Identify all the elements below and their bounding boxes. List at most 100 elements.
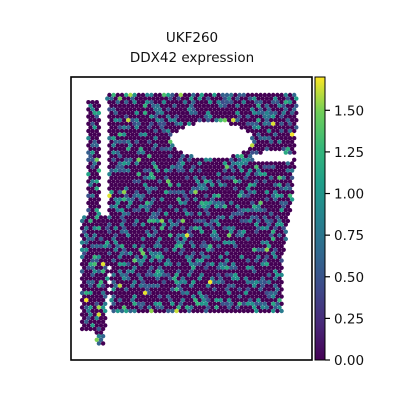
- spot-point: [86, 172, 91, 177]
- spot-point: [124, 265, 129, 270]
- spot-point: [287, 193, 293, 198]
- spot-point: [237, 265, 242, 270]
- spot-point: [153, 193, 158, 198]
- spot-point: [279, 208, 284, 213]
- spot-point: [105, 254, 110, 260]
- spot-point: [193, 96, 198, 101]
- spot-point: [216, 172, 221, 177]
- spot-point: [149, 143, 154, 148]
- spot-point: [161, 236, 167, 242]
- spot-point: [266, 258, 272, 263]
- spot-point: [107, 215, 112, 220]
- spot-point: [109, 247, 114, 252]
- spot-point: [218, 161, 223, 166]
- spot-point: [260, 240, 265, 245]
- spot-point: [136, 308, 141, 314]
- spot-point: [178, 114, 183, 119]
- spot-point: [136, 251, 141, 256]
- spot-point: [224, 172, 230, 177]
- spot-point: [193, 190, 198, 195]
- spot-point: [226, 218, 232, 224]
- spot-point: [281, 197, 286, 202]
- spot-point: [111, 215, 116, 220]
- spot-point: [140, 236, 146, 242]
- spot-point: [294, 125, 299, 130]
- spot-point: [149, 294, 154, 299]
- spot-point: [214, 211, 219, 216]
- spot-point: [149, 150, 154, 155]
- spot-point: [142, 276, 148, 281]
- spot-point: [229, 157, 234, 162]
- spot-point: [145, 150, 150, 155]
- spot-point: [176, 125, 181, 130]
- spot-point: [210, 211, 215, 216]
- spot-point: [98, 244, 104, 249]
- spot-point: [96, 334, 102, 339]
- spot-point: [277, 103, 282, 109]
- spot-point: [292, 143, 297, 148]
- spot-point: [195, 308, 200, 314]
- spot-point: [210, 298, 215, 303]
- spot-point: [134, 190, 139, 195]
- spot-point: [142, 226, 148, 231]
- spot-point: [100, 298, 106, 303]
- spot-point: [220, 294, 225, 299]
- spot-point: [285, 182, 291, 188]
- spot-point: [292, 114, 297, 119]
- spot-point: [119, 265, 125, 270]
- spot-point: [203, 272, 209, 278]
- spot-point: [105, 247, 110, 252]
- spot-point: [268, 110, 274, 116]
- spot-point: [224, 186, 230, 191]
- spot-point: [233, 157, 238, 162]
- spot-point: [111, 308, 116, 314]
- spot-point: [79, 276, 85, 281]
- spot-point: [241, 244, 246, 249]
- spot-point: [260, 197, 265, 202]
- spot-point: [233, 92, 238, 98]
- spot-point: [157, 128, 162, 134]
- spot-point: [205, 182, 211, 188]
- spot-point: [216, 179, 221, 184]
- spot-point: [233, 193, 238, 198]
- spot-point: [159, 154, 165, 159]
- spot-point: [268, 283, 274, 288]
- spot-point: [224, 100, 230, 105]
- spot-point: [92, 269, 97, 274]
- spot-point: [88, 218, 93, 224]
- spot-point: [153, 294, 158, 299]
- spot-point: [168, 305, 173, 310]
- spot-point: [277, 197, 282, 202]
- spot-point: [90, 200, 95, 206]
- spot-point: [195, 251, 200, 256]
- spot-point: [245, 164, 251, 170]
- spot-point: [210, 110, 215, 116]
- spot-point: [92, 168, 97, 173]
- spot-point: [79, 319, 85, 324]
- spot-point: [149, 128, 154, 134]
- spot-point: [273, 298, 278, 303]
- spot-point: [142, 197, 148, 202]
- spot-point: [254, 301, 259, 306]
- spot-point: [115, 244, 121, 249]
- spot-point: [178, 172, 183, 177]
- spot-point: [147, 240, 152, 245]
- spot-point: [210, 262, 215, 267]
- spot-point: [220, 172, 225, 177]
- spot-point: [88, 146, 93, 152]
- spot-point: [237, 157, 242, 162]
- spot-point: [172, 247, 177, 252]
- spot-point: [115, 287, 121, 292]
- spot-point: [126, 161, 131, 166]
- spot-point: [105, 96, 110, 101]
- spot-point: [115, 251, 121, 256]
- spot-point: [92, 240, 97, 245]
- spot-point: [254, 172, 259, 177]
- spot-point: [231, 226, 236, 231]
- spot-point: [264, 125, 270, 130]
- spot-point: [201, 290, 207, 296]
- spot-point: [237, 172, 242, 177]
- spot-point: [149, 265, 154, 270]
- spot-point: [279, 100, 284, 105]
- spot-point: [182, 193, 188, 198]
